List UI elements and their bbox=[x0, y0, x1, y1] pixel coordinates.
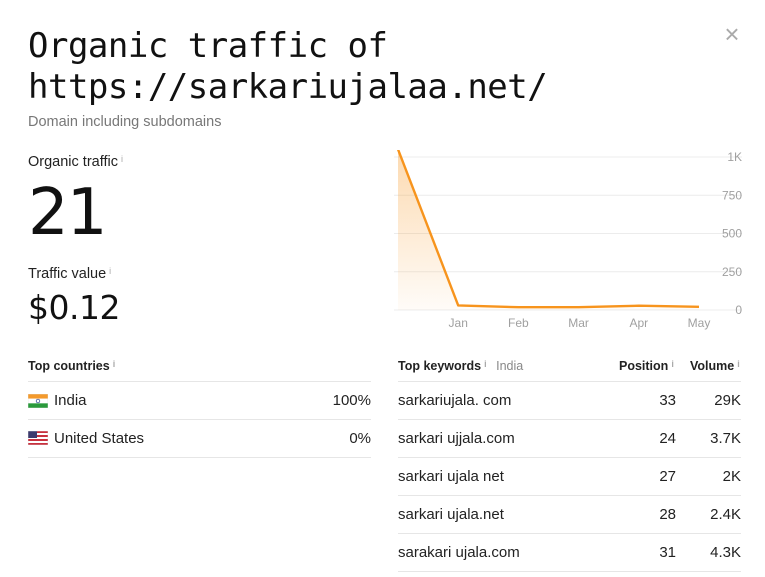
keyword-volume: 4.3K bbox=[710, 544, 741, 561]
traffic-line bbox=[396, 150, 700, 309]
traffic-area bbox=[398, 150, 699, 310]
country-share: 100% bbox=[332, 392, 371, 409]
traffic-value-label-text: Traffic value bbox=[28, 266, 107, 282]
divider bbox=[28, 381, 371, 382]
organic-traffic-label: Organic traffic i bbox=[28, 154, 123, 170]
us-flag-icon bbox=[28, 431, 48, 445]
keyword-text[interactable]: sarkari ujala net bbox=[398, 468, 504, 485]
position-column-header[interactable]: Position i bbox=[619, 359, 674, 373]
india-flag-icon bbox=[28, 394, 48, 408]
keyword-row[interactable]: sarkari ujala net 27 2K bbox=[398, 458, 741, 495]
y-tick-label: 0 bbox=[735, 303, 742, 317]
x-tick-label: Mar bbox=[568, 316, 589, 330]
country-name: United States bbox=[54, 430, 145, 447]
keyword-text[interactable]: sarakari ujala.com bbox=[398, 544, 520, 561]
x-tick-label: Jan bbox=[449, 316, 468, 330]
info-icon[interactable]: i bbox=[121, 154, 123, 164]
divider bbox=[398, 381, 741, 382]
keyword-volume: 29K bbox=[714, 392, 741, 409]
title-line-1: Organic traffic of bbox=[28, 26, 388, 66]
info-icon[interactable]: i bbox=[112, 359, 116, 369]
x-tick-label: Apr bbox=[629, 316, 648, 330]
divider bbox=[28, 419, 371, 420]
keyword-text[interactable]: sarkari ujala.net bbox=[398, 506, 504, 523]
info-icon[interactable]: i bbox=[671, 359, 674, 369]
info-icon[interactable]: i bbox=[109, 266, 112, 276]
divider bbox=[398, 419, 741, 420]
top-keywords-heading: Top keywords i India bbox=[398, 359, 523, 373]
keyword-row[interactable]: sarkariujala. com 33 29K bbox=[398, 382, 741, 419]
position-column-header-text: Position bbox=[619, 359, 669, 373]
y-tick-label: 500 bbox=[722, 227, 742, 241]
organic-traffic-label-text: Organic traffic bbox=[28, 154, 118, 170]
keyword-row[interactable]: sarkari ujjala.com 24 3.7K bbox=[398, 420, 741, 457]
divider bbox=[28, 457, 371, 458]
page-title: Organic traffic of https://sarkariujalaa… bbox=[28, 26, 668, 108]
keyword-position: 31 bbox=[659, 544, 676, 561]
organic-traffic-chart: 1K 750 500 250 0 Jan Feb Mar Apr May bbox=[394, 150, 742, 330]
volume-column-header-text: Volume bbox=[690, 359, 735, 373]
close-icon[interactable]: × bbox=[724, 19, 740, 49]
divider bbox=[398, 571, 741, 572]
keyword-volume: 2K bbox=[722, 468, 741, 485]
top-countries-heading: Top countries i bbox=[28, 359, 115, 373]
divider bbox=[398, 533, 741, 534]
x-tick-label: Feb bbox=[508, 316, 529, 330]
keyword-text[interactable]: sarkariujala. com bbox=[398, 392, 512, 409]
y-tick-label: 1K bbox=[727, 150, 742, 164]
top-countries-heading-text: Top countries bbox=[28, 359, 110, 373]
keyword-text[interactable]: sarkari ujjala.com bbox=[398, 430, 515, 447]
keyword-position: 28 bbox=[659, 506, 676, 523]
info-icon[interactable]: i bbox=[484, 359, 487, 369]
keyword-volume: 3.7K bbox=[710, 430, 741, 447]
info-icon[interactable]: i bbox=[737, 359, 740, 369]
keyword-row[interactable]: sarakari ujala.com 31 4.3K bbox=[398, 534, 741, 571]
keyword-volume: 2.4K bbox=[710, 506, 741, 523]
keyword-row[interactable]: sarkari ujala.net 28 2.4K bbox=[398, 496, 741, 533]
traffic-value-amount: $0.12 bbox=[28, 288, 120, 327]
y-tick-label: 250 bbox=[722, 265, 742, 279]
keyword-position: 24 bbox=[659, 430, 676, 447]
divider bbox=[398, 495, 741, 496]
country-row[interactable]: United States 0% bbox=[28, 420, 371, 457]
country-share: 0% bbox=[349, 430, 371, 447]
title-line-2: https://sarkariujalaa.net/ bbox=[28, 67, 548, 107]
y-tick-label: 750 bbox=[722, 188, 742, 202]
volume-column-header[interactable]: Volume i bbox=[690, 359, 740, 373]
traffic-value-label: Traffic value i bbox=[28, 266, 111, 282]
divider bbox=[398, 457, 741, 458]
keyword-position: 33 bbox=[659, 392, 676, 409]
keyword-position: 27 bbox=[659, 468, 676, 485]
organic-traffic-value: 21 bbox=[28, 176, 107, 250]
country-row[interactable]: India 100% bbox=[28, 382, 371, 419]
page-subtitle: Domain including subdomains bbox=[28, 114, 222, 130]
keywords-country-filter[interactable]: India bbox=[496, 359, 524, 373]
x-tick-label: May bbox=[688, 316, 711, 330]
country-name: India bbox=[54, 392, 87, 409]
top-keywords-heading-text: Top keywords bbox=[398, 359, 482, 373]
